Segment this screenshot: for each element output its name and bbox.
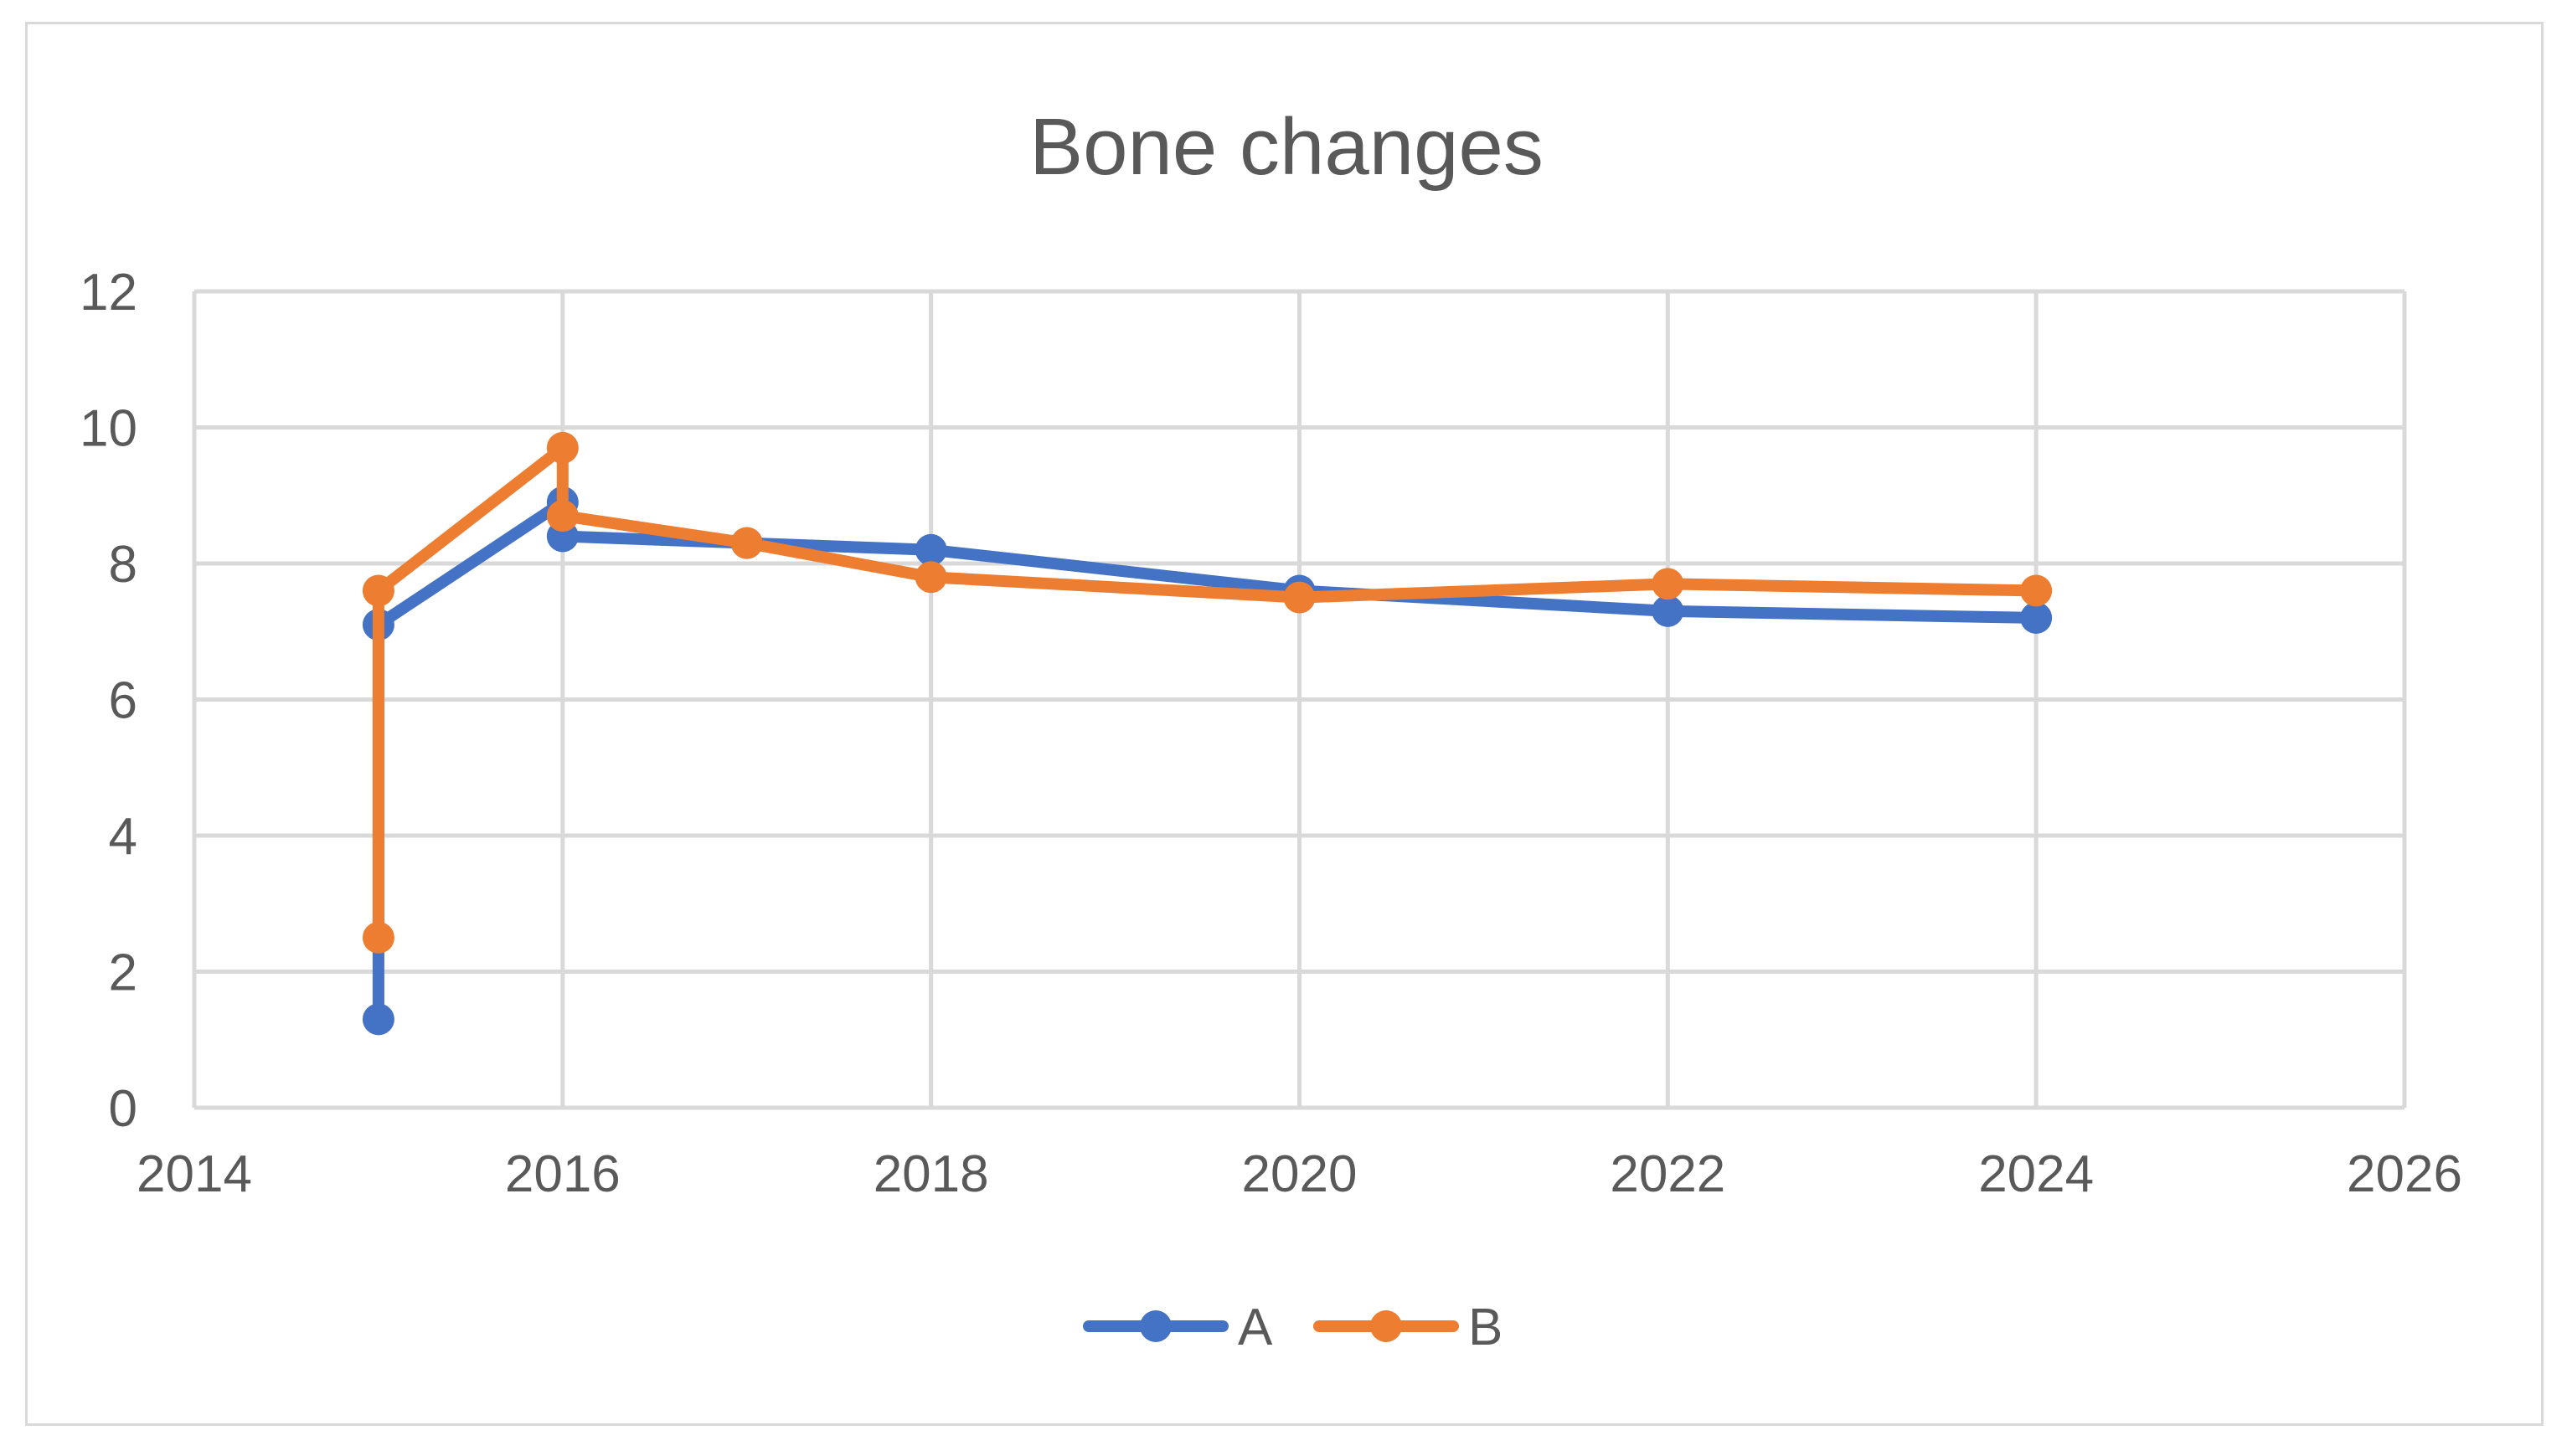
data-point-b[interactable] bbox=[1652, 568, 1684, 600]
x-tick-label: 2016 bbox=[505, 1145, 621, 1203]
y-tick-label: 4 bbox=[109, 808, 137, 866]
data-point-b[interactable] bbox=[546, 500, 579, 532]
data-point-a[interactable] bbox=[915, 533, 947, 566]
chart-frame bbox=[25, 22, 2544, 1426]
y-tick-label: 10 bbox=[80, 400, 137, 458]
y-tick-label: 2 bbox=[109, 944, 137, 1002]
data-point-a[interactable] bbox=[2020, 602, 2053, 634]
legend-label: A bbox=[1238, 1299, 1273, 1356]
data-point-b[interactable] bbox=[1283, 581, 1316, 614]
legend-item-b[interactable]: B bbox=[1313, 1299, 1502, 1356]
data-point-b[interactable] bbox=[730, 527, 763, 559]
series-layer bbox=[362, 431, 2053, 1036]
legend-marker bbox=[1370, 1310, 1402, 1342]
data-point-b[interactable] bbox=[915, 561, 947, 594]
tick-layer: 0 2 4 6 8 10 12 2014 2016 2018 2020 2022 2024 2026 bbox=[80, 264, 2462, 1203]
chart-title: Bone changes bbox=[1029, 102, 1544, 192]
series-b bbox=[362, 431, 2053, 954]
data-point-b[interactable] bbox=[362, 574, 394, 607]
data-point-b[interactable] bbox=[2020, 574, 2053, 607]
data-point-a[interactable] bbox=[1652, 594, 1684, 627]
legend-item-a[interactable]: A bbox=[1083, 1299, 1273, 1356]
x-tick-label: 2018 bbox=[874, 1145, 989, 1203]
x-tick-label: 2026 bbox=[2347, 1145, 2462, 1203]
y-tick-label: 0 bbox=[109, 1080, 137, 1138]
data-point-b[interactable] bbox=[362, 921, 394, 954]
series-a bbox=[362, 486, 2053, 1036]
x-tick-label: 2024 bbox=[1978, 1145, 2094, 1203]
x-tick-label: 2014 bbox=[137, 1145, 252, 1203]
x-tick-label: 2020 bbox=[1242, 1145, 1358, 1203]
y-tick-label: 8 bbox=[109, 536, 137, 594]
y-tick-label: 6 bbox=[109, 672, 137, 730]
legend-label: B bbox=[1468, 1299, 1502, 1356]
series-line-b bbox=[372, 441, 2043, 944]
y-tick-label: 12 bbox=[80, 264, 137, 322]
data-point-b[interactable] bbox=[546, 431, 579, 464]
x-tick-label: 2022 bbox=[1610, 1145, 1725, 1203]
data-point-a[interactable] bbox=[362, 1003, 394, 1036]
grid-layer bbox=[192, 289, 2407, 1110]
series-line-a bbox=[372, 496, 2043, 1026]
legend-marker bbox=[1140, 1310, 1172, 1342]
